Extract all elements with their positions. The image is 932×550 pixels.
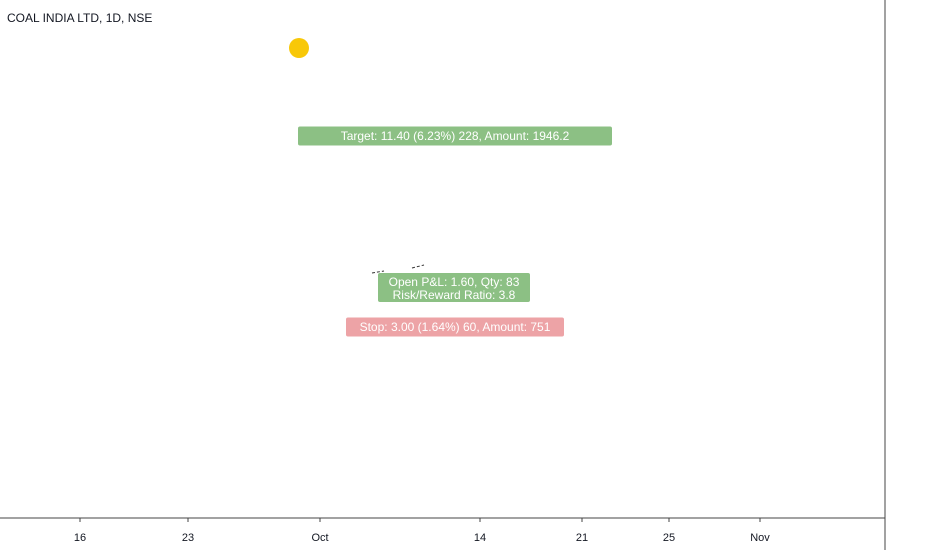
pnl-label-bg xyxy=(378,273,530,302)
target-label: Target: 11.40 (6.23%) 228, Amount: 1946.… xyxy=(298,126,612,146)
price-lines xyxy=(371,264,425,274)
trade-link xyxy=(371,270,385,274)
trade-link xyxy=(411,264,425,269)
position-labels: Target: 11.40 (6.23%) 228, Amount: 1946.… xyxy=(298,126,612,337)
event-marker xyxy=(289,38,309,58)
x-tick-label: 25 xyxy=(663,532,675,544)
stop-label: Stop: 3.00 (1.64%) 60, Amount: 751 xyxy=(346,317,564,337)
pnl-text: Open P&L: 1.60, Qty: 83 xyxy=(389,275,520,289)
x-tick-label: 14 xyxy=(474,532,486,544)
x-tick-label: 23 xyxy=(182,532,194,544)
stop-label-text: Stop: 3.00 (1.64%) 60, Amount: 751 xyxy=(360,320,551,334)
x-tick-label: Nov xyxy=(750,532,770,544)
target-label-text: Target: 11.40 (6.23%) 228, Amount: 1946.… xyxy=(341,129,570,143)
x-tick-label: Oct xyxy=(311,532,328,544)
candles xyxy=(289,38,309,58)
x-tick-label: 21 xyxy=(576,532,588,544)
risk-reward-text: Risk/Reward Ratio: 3.8 xyxy=(393,288,516,302)
x-tick-label: 16 xyxy=(74,532,86,544)
chart-title: COAL INDIA LTD, 1D, NSE xyxy=(7,11,153,25)
stop-label-bg xyxy=(346,317,564,337)
target-label-bg xyxy=(298,126,612,146)
